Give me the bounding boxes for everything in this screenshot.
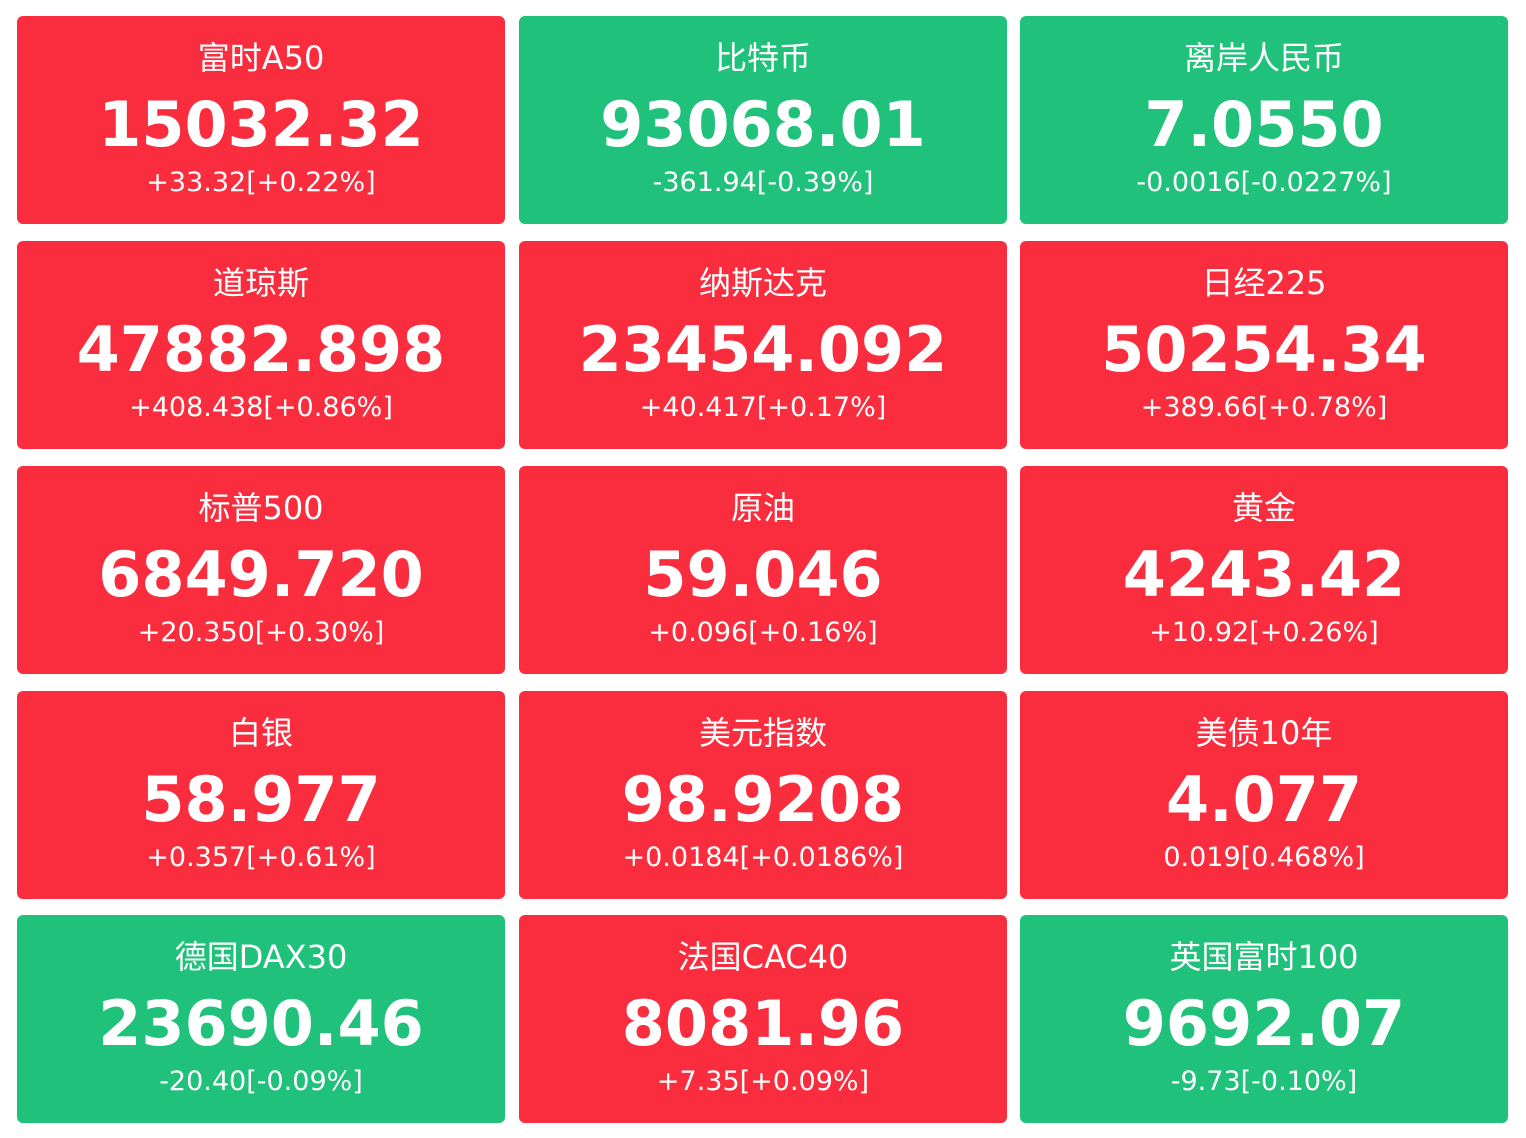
quote-price: 6849.720: [98, 538, 424, 611]
quote-change: -9.73[-0.10%]: [1170, 1066, 1358, 1097]
quote-change: +408.438[+0.86%]: [129, 392, 393, 423]
quote-change: +0.096[+0.16%]: [648, 617, 878, 648]
quote-name: 法国CAC40: [677, 938, 849, 976]
quote-price: 15032.32: [98, 88, 424, 161]
quote-price: 23690.46: [98, 987, 424, 1060]
quote-tile: 法国CAC40 8081.96 +7.35[+0.09%]: [519, 915, 1007, 1123]
quote-name: 黄金: [1231, 489, 1296, 527]
quote-name: 标普500: [198, 489, 324, 527]
quote-name: 富时A50: [197, 39, 325, 77]
quote-change: -361.94[-0.39%]: [652, 167, 874, 198]
quote-change: +10.92[+0.26%]: [1149, 617, 1379, 648]
quote-change: +0.357[+0.61%]: [146, 842, 376, 873]
quote-tile: 比特币 93068.01 -361.94[-0.39%]: [519, 16, 1007, 224]
quote-name: 离岸人民币: [1183, 39, 1344, 77]
quote-name: 美元指数: [698, 714, 827, 752]
quote-price: 98.9208: [621, 763, 905, 836]
quote-change: -20.40[-0.09%]: [159, 1066, 363, 1097]
quote-tile: 标普500 6849.720 +20.350[+0.30%]: [17, 466, 505, 674]
quote-price: 93068.01: [600, 88, 926, 161]
quote-price: 4243.42: [1122, 538, 1406, 611]
quote-name: 美债10年: [1195, 714, 1333, 752]
quote-price: 7.0550: [1144, 88, 1384, 161]
quote-tile: 黄金 4243.42 +10.92[+0.26%]: [1020, 466, 1508, 674]
quote-name: 原油: [730, 489, 795, 527]
quote-tile: 富时A50 15032.32 +33.32[+0.22%]: [17, 16, 505, 224]
quote-price: 47882.898: [76, 313, 446, 386]
quote-change: +40.417[+0.17%]: [639, 392, 887, 423]
quote-price: 58.977: [141, 763, 381, 836]
quote-tile: 原油 59.046 +0.096[+0.16%]: [519, 466, 1007, 674]
quote-name: 纳斯达克: [698, 264, 827, 302]
quote-name: 白银: [228, 714, 293, 752]
quote-name: 英国富时100: [1169, 938, 1359, 976]
quote-name: 比特币: [714, 39, 811, 77]
quote-tile: 美债10年 4.077 0.019[0.468%]: [1020, 691, 1508, 899]
quote-change: +33.32[+0.22%]: [146, 167, 376, 198]
quote-change: +0.0184[+0.0186%]: [622, 842, 904, 873]
quote-change: +7.35[+0.09%]: [656, 1066, 870, 1097]
quote-tile: 纳斯达克 23454.092 +40.417[+0.17%]: [519, 241, 1007, 449]
quote-price: 59.046: [643, 538, 883, 611]
quote-tile: 离岸人民币 7.0550 -0.0016[-0.0227%]: [1020, 16, 1508, 224]
quote-change: -0.0016[-0.0227%]: [1136, 167, 1392, 198]
quote-name: 德国DAX30: [174, 938, 348, 976]
quote-price: 4.077: [1165, 763, 1363, 836]
quote-change: +389.66[+0.78%]: [1140, 392, 1388, 423]
quote-tile: 美元指数 98.9208 +0.0184[+0.0186%]: [519, 691, 1007, 899]
quote-tile: 日经225 50254.34 +389.66[+0.78%]: [1020, 241, 1508, 449]
quote-change: 0.019[0.468%]: [1163, 842, 1365, 873]
quote-tile: 德国DAX30 23690.46 -20.40[-0.09%]: [17, 915, 505, 1123]
quote-price: 9692.07: [1122, 987, 1406, 1060]
quote-price: 23454.092: [578, 313, 948, 386]
quote-tile: 英国富时100 9692.07 -9.73[-0.10%]: [1020, 915, 1508, 1123]
quote-change: +20.350[+0.30%]: [137, 617, 385, 648]
quote-name: 道琼斯: [212, 264, 309, 302]
quote-price: 50254.34: [1101, 313, 1427, 386]
quote-tile: 道琼斯 47882.898 +408.438[+0.86%]: [17, 241, 505, 449]
quote-name: 日经225: [1201, 264, 1327, 302]
quote-price: 8081.96: [621, 987, 905, 1060]
quote-tile: 白银 58.977 +0.357[+0.61%]: [17, 691, 505, 899]
